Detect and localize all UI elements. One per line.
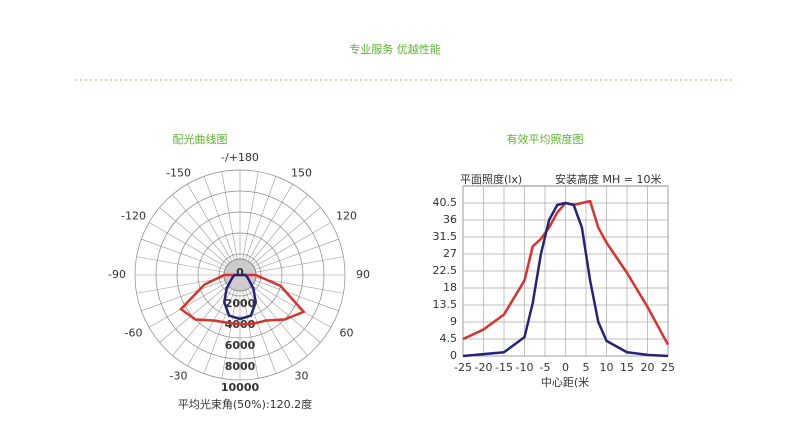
y-tick-label: 4.5: [440, 332, 458, 345]
x-tick-label: -25: [454, 361, 472, 374]
theta-tick-label: 120: [336, 210, 357, 223]
y-tick-label: 9: [450, 315, 457, 328]
spoke: [221, 274, 241, 379]
chart-title: 有效平均照度图: [507, 132, 584, 146]
grid-ring: [155, 190, 325, 360]
y-tick-label: 36: [443, 213, 457, 226]
annotation: 安装高度 MH = 10米: [555, 172, 661, 186]
spoke: [239, 274, 332, 328]
y-tick-label: 0: [450, 349, 457, 362]
spoke: [239, 274, 259, 379]
r-tick-label: 8000: [225, 360, 256, 373]
spoke: [172, 194, 241, 276]
y-tick-label: 13.5: [433, 298, 458, 311]
theta-tick-label: 60: [340, 327, 354, 340]
theta-tick-label: -30: [170, 369, 188, 382]
r-tick-label: 6000: [225, 339, 256, 352]
spoke: [239, 274, 277, 374]
spoke: [172, 274, 241, 356]
x-tick-label: -10: [516, 361, 534, 374]
x-tick-label: 15: [620, 361, 634, 374]
page-title: 专业服务 优越性能: [349, 42, 441, 56]
curve: [222, 273, 258, 321]
x-tick-label: 20: [641, 361, 655, 374]
footnote: 平均光束角(50%):120.2度: [178, 397, 312, 411]
theta-tick-label: 150: [291, 167, 312, 180]
spoke: [136, 256, 241, 276]
spoke: [187, 183, 241, 276]
r-tick-label: 0: [236, 266, 244, 279]
y-tick-label: 27: [443, 247, 457, 260]
spoke: [239, 222, 332, 276]
spoke: [141, 274, 241, 312]
spoke: [159, 207, 241, 276]
x-axis-label: 中心距(米: [541, 376, 589, 389]
curve: [178, 273, 306, 326]
theta-tick-label: -150: [166, 167, 191, 180]
spoke: [203, 176, 241, 276]
spoke: [148, 274, 241, 328]
theta-tick-label: -120: [121, 210, 146, 223]
spoke: [239, 256, 344, 276]
x-tick-label: -5: [540, 361, 551, 374]
theta-tick-label: -60: [124, 327, 142, 340]
spoke: [148, 222, 241, 276]
x-tick-label: 10: [600, 361, 614, 374]
x-tick-label: -20: [475, 361, 493, 374]
spoke: [239, 274, 344, 294]
x-tick-label: 25: [661, 361, 675, 374]
line: [462, 201, 669, 358]
theta-tick-label: 30: [295, 369, 309, 382]
grid-ring: [218, 253, 262, 297]
theta-tick-label: 90: [356, 268, 370, 281]
theta-tick-label: -90: [108, 268, 126, 281]
r-tick-label: 10000: [221, 381, 260, 394]
spoke: [203, 274, 241, 374]
x-tick-label: -15: [495, 361, 513, 374]
spoke: [239, 176, 277, 276]
spoke: [141, 238, 241, 276]
y-tick-label: 18: [443, 281, 457, 294]
theta-tick-label: -/+180: [221, 151, 259, 164]
x-tick-label: 0: [562, 361, 569, 374]
chart-title: 配光曲线图: [173, 132, 228, 146]
y-axis-label: 平面照度(lx): [460, 172, 522, 186]
spoke: [221, 171, 241, 276]
spoke: [239, 274, 308, 356]
spoke: [239, 194, 308, 276]
spoke: [239, 171, 259, 276]
grid-ring: [134, 169, 346, 381]
y-tick-label: 31.5: [433, 230, 458, 243]
r-tick-label: 2000: [225, 297, 256, 310]
spoke: [239, 274, 339, 312]
y-tick-label: 40.5: [433, 196, 458, 209]
grid-ring: [197, 232, 283, 318]
spoke: [239, 207, 321, 276]
grid-ring: [176, 211, 304, 339]
spoke: [136, 274, 241, 294]
x-tick-label: 5: [583, 361, 590, 374]
spoke: [239, 183, 293, 276]
spoke: [239, 238, 339, 276]
y-tick-label: 22.5: [433, 264, 458, 277]
